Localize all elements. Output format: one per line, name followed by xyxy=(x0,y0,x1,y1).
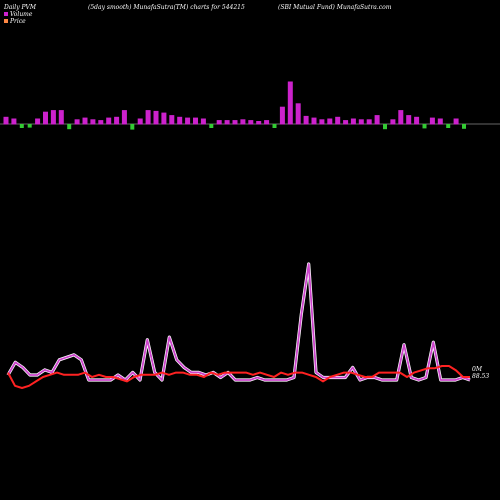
volume-bar xyxy=(303,115,309,125)
volume-bar xyxy=(98,120,104,125)
volume-bar xyxy=(35,118,41,125)
volume-bar xyxy=(27,124,32,128)
volume-bar xyxy=(374,115,380,125)
volume-bar xyxy=(90,119,96,125)
volume-bar xyxy=(390,119,396,125)
volume-bar xyxy=(11,118,17,125)
volume-bar xyxy=(453,118,459,125)
legend-volume-label: Volume xyxy=(10,11,33,18)
volume-bar xyxy=(335,116,341,125)
header-right: (SBI Mutual Fund) MunafaSutra.com xyxy=(278,4,392,11)
volume-bar xyxy=(153,110,159,125)
volume-bar xyxy=(216,120,222,125)
legend-price-swatch xyxy=(4,19,8,23)
volume-bar xyxy=(114,116,120,125)
volume-bar xyxy=(414,116,420,125)
volume-bar xyxy=(311,117,317,125)
end-label-price: 88.53 xyxy=(472,373,489,380)
volume-bar xyxy=(74,119,80,125)
volume-bar xyxy=(43,111,48,125)
volume-bar xyxy=(422,124,427,129)
volume-bar xyxy=(350,118,356,125)
volume-bar xyxy=(185,117,191,125)
volume-bar xyxy=(256,121,262,125)
volume-bar xyxy=(358,119,364,125)
header-center: (5day smooth) MunafaSutra(TM) charts for… xyxy=(88,4,245,11)
volume-bar xyxy=(383,124,387,130)
volume-bar xyxy=(319,119,325,125)
volume-line xyxy=(7,263,471,381)
header-left: Daily PVM xyxy=(3,4,37,11)
volume-bar xyxy=(437,118,443,125)
volume-bar xyxy=(200,118,206,125)
volume-bar xyxy=(58,110,64,125)
volume-bar xyxy=(130,124,135,130)
volume-bar xyxy=(67,124,72,130)
volume-bar xyxy=(295,103,301,125)
volume-bar xyxy=(240,119,246,125)
volume-bar xyxy=(161,112,167,125)
volume-bar xyxy=(462,124,466,129)
volume-bar xyxy=(224,120,230,125)
volume-bar xyxy=(366,119,372,125)
volume-bar xyxy=(50,110,56,125)
legend-volume-swatch xyxy=(4,12,8,16)
volume-bar xyxy=(19,124,24,128)
volume-bar xyxy=(137,118,143,125)
volume-bar xyxy=(232,120,238,125)
legend-price-label: Price xyxy=(9,18,26,25)
volume-bar xyxy=(446,124,451,128)
volume-bar xyxy=(406,115,412,125)
price-line xyxy=(7,365,470,389)
volume-bar xyxy=(82,117,88,125)
volume-bar xyxy=(3,116,9,125)
volume-bar xyxy=(121,110,127,125)
volume-bars xyxy=(3,81,466,130)
volume-bar xyxy=(169,115,175,125)
volume-bar xyxy=(287,81,293,125)
volume-bar xyxy=(193,117,198,125)
volume-bar xyxy=(429,117,435,125)
volume-bar xyxy=(343,120,349,125)
volume-bar xyxy=(209,124,214,128)
volume-bar xyxy=(145,110,151,125)
volume-bar xyxy=(248,120,254,125)
volume-bar xyxy=(279,106,285,125)
volume-bar xyxy=(272,124,277,128)
volume-bar xyxy=(264,120,270,125)
end-label-volume: 0M xyxy=(472,366,483,373)
volume-bar xyxy=(106,117,112,125)
volume-bar xyxy=(398,110,404,125)
series-lines xyxy=(6,262,471,389)
volume-bar xyxy=(177,116,183,125)
volume-bar xyxy=(327,118,333,125)
